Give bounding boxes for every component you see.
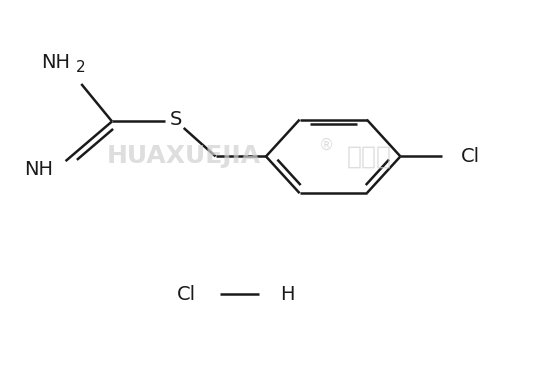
- Text: NH: NH: [41, 53, 70, 72]
- Text: S: S: [170, 110, 183, 129]
- Text: NH: NH: [24, 160, 53, 179]
- Text: H: H: [280, 285, 295, 304]
- Text: HUAXUEJIA: HUAXUEJIA: [106, 144, 260, 169]
- Text: 化学加: 化学加: [347, 144, 392, 169]
- Text: Cl: Cl: [177, 285, 196, 304]
- Text: ®: ®: [319, 138, 334, 153]
- Text: 2: 2: [76, 60, 85, 75]
- Text: Cl: Cl: [461, 147, 480, 166]
